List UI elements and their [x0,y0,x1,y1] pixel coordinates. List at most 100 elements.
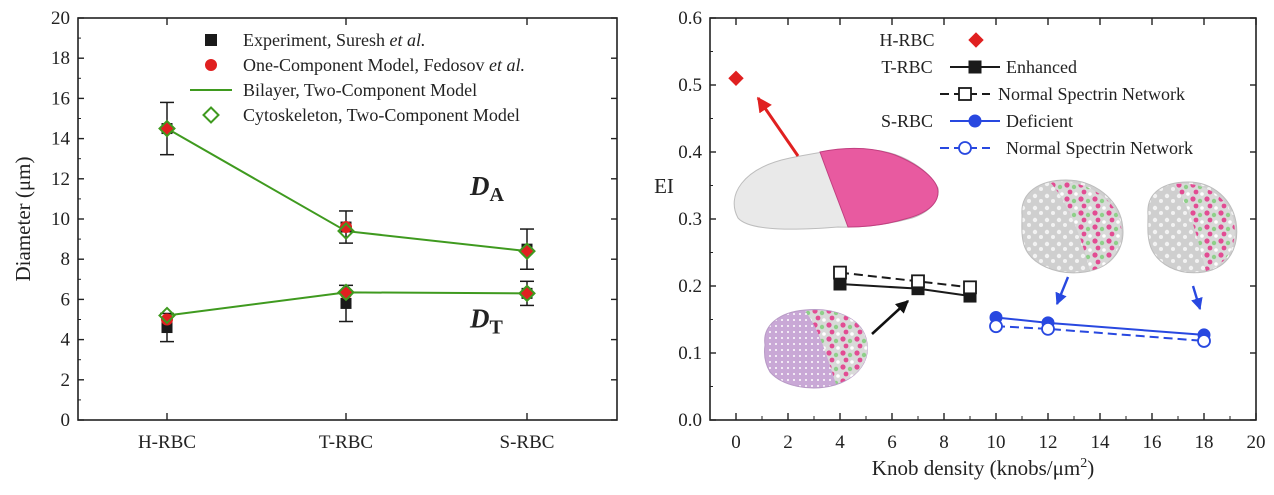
right-y-tick-label: 0.5 [678,75,702,96]
cytoskeleton-point [518,284,536,303]
right-y-axis-label: EI [654,174,674,198]
right-y-tick-label: 0.3 [678,209,702,230]
right-legend-marker [968,114,982,128]
right-legend-label: Enhanced [1006,57,1077,77]
right-x-tick-label: 16 [1143,432,1162,453]
left-x-ticks: H-RBC T-RBC S-RBC [138,18,555,453]
annotation-main: D [469,304,490,334]
left-y-tick-label: 20 [51,8,70,29]
cytoskeleton-point [337,283,355,302]
right-legend-group-label: T-RBC [881,57,932,77]
right-y-tick-label: 0.6 [678,8,702,29]
annotation-DT: DT [469,304,504,339]
legend-marker-square [205,34,217,46]
right-y-ticks: 0.0 0.1 0.2 0.3 0.4 0.5 0.6 [678,8,1256,431]
annotation-DA: DA [469,171,505,206]
legend-label-text: Experiment, Suresh [243,30,389,50]
series-point-2 [963,280,977,295]
cytoskeleton-point [518,242,536,261]
annotation-main: D [469,171,490,201]
left-y-tick-label: 6 [61,289,71,310]
left-y-tick-label: 8 [61,249,71,270]
left-y-tick-label: 0 [61,410,71,431]
cell-image-t-rbc [764,300,909,389]
right-legend-label: Normal Spectrin Network [998,84,1185,104]
left-legend: Experiment, Suresh et al.One-Component M… [190,30,525,125]
left-y-tick-label: 10 [51,209,70,230]
right-x-tick-label: 14 [1091,432,1111,453]
right-x-axis-label-end: ) [1087,456,1094,480]
right-legend-marker [958,141,972,155]
legend-label-italic: et al. [489,55,525,75]
one-component-point [521,287,533,300]
right-x-tick-label: 0 [731,432,741,453]
left-y-tick-label: 2 [61,370,71,391]
legend-marker-circle [205,59,217,71]
right-y-tick-label: 0.2 [678,276,702,297]
left-series [158,101,536,343]
legend-label: Cytoskeleton, Two-Component Model [243,105,520,125]
legend-label: One-Component Model, Fedosov et al. [243,55,525,75]
right-x-tick-label: 8 [939,432,949,453]
series-line-4 [995,325,1205,342]
right-y-tick-label: 0.0 [678,410,702,431]
series-point-2 [911,274,925,289]
left-y-tick-label: 14 [51,129,71,150]
series-point-2 [833,265,847,280]
right-series [728,70,1211,348]
right-x-tick-label: 6 [887,432,897,453]
legend-label-text: Cytoskeleton, Two-Component Model [243,105,520,125]
right-x-tick-label: 2 [783,432,793,453]
series-point-4 [1197,334,1211,348]
annotation-sub: T [490,317,504,339]
left-plot-area: 0 2 4 6 8 10 12 14 16 18 20 H-RBC T-RBC S-RBC Experi… [11,8,618,453]
right-y-tick-label: 0.1 [678,343,702,364]
right-x-tick-label: 4 [835,432,845,453]
right-x-ticks: 0 2 4 6 8 10 12 14 16 18 20 [731,18,1266,453]
right-x-tick-label: 20 [1247,432,1266,453]
right-legend-group-label: H-RBC [879,30,934,50]
cell-image-s-rbc-normal [1147,181,1238,311]
one-component-point [340,221,352,234]
right-legend: H-RBC T-RBC Enhanced Normal Spectrin Networ… [879,30,1192,158]
left-y-tick-label: 16 [51,88,70,109]
annotation-sub: A [490,184,505,206]
cytoskeleton-point [337,222,355,240]
right-legend-label: Deficient [1006,111,1073,131]
right-x-axis-label: Knob density (knobs/μm2) [872,456,1094,480]
right-x-axis-label-sup: 2 [1080,456,1087,471]
left-y-ticks: 0 2 4 6 8 10 12 14 16 18 20 [51,8,617,431]
legend-label: Experiment, Suresh et al. [243,30,425,50]
series-point-4 [1041,321,1055,336]
right-legend-marker [968,60,982,74]
series-point-0 [728,70,744,87]
left-y-tick-label: 4 [61,330,71,351]
right-plot-area: 0.00.10.20.30.40.50.6 0 2 4 6 8 10 12 14 16 18 20 … [654,8,1265,480]
right-x-tick-label: 12 [1039,432,1058,453]
right-plot-frame [709,17,1257,421]
series-point-4 [989,319,1003,334]
right-x-axis-label-main: Knob density (knobs/μm [872,456,1080,480]
cytoskeleton-point [158,306,176,325]
cell-image-s-rbc-deficient [1021,179,1124,306]
series-line-1 [839,282,971,298]
left-x-category-label: T-RBC [319,432,373,453]
right-x-tick-label: 10 [987,432,1006,453]
legend-label-italic: et al. [389,30,425,50]
one-component-point [521,245,533,258]
left-y-axis-label: Diameter (μm) [11,157,35,282]
one-component-point [161,313,173,326]
legend-label-text: One-Component Model, Fedosov [243,55,489,75]
right-legend-group-label: S-RBC [881,111,933,131]
left-x-category-label: S-RBC [500,432,555,453]
cytoskeleton-point [158,119,176,138]
right-y-tick-label: 0.4 [678,142,702,163]
left-plot-frame [77,17,618,421]
left-y-tick-label: 12 [51,169,70,190]
legend-label: Bilayer, Two-Component Model [243,80,477,100]
left-x-category-label: H-RBC [138,432,196,453]
right-legend-marker [968,32,984,48]
right-x-tick-label: 18 [1195,432,1214,453]
